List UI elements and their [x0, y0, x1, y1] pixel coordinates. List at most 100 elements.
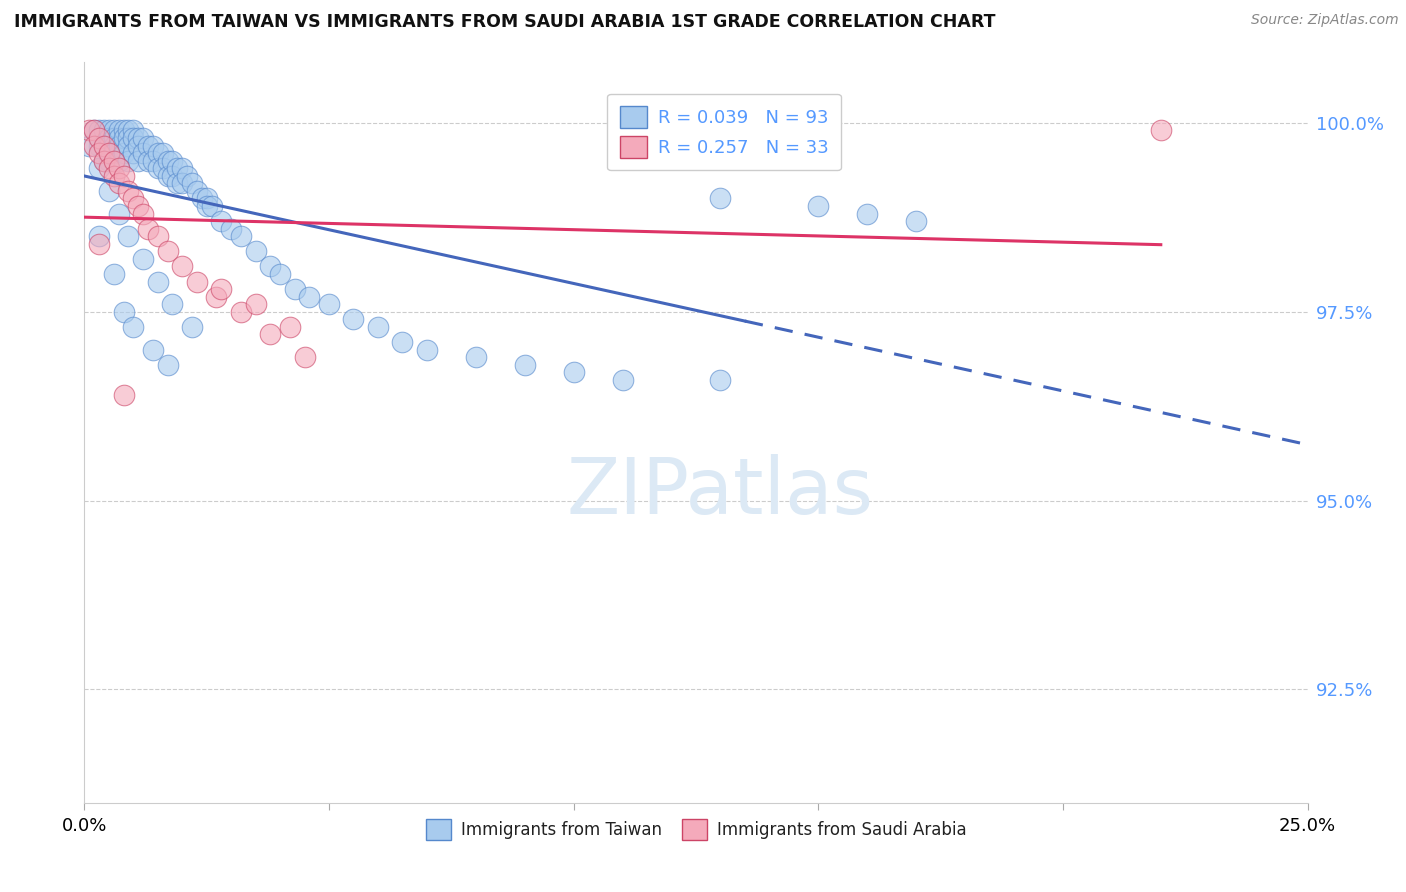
Point [172, 161, 194, 176]
Point [117, 123, 139, 137]
Point [77, 123, 100, 137]
Point [186, 275, 208, 289]
Point [162, 153, 184, 168]
Point [127, 131, 149, 145]
Point [136, 153, 159, 168]
Point [259, 327, 281, 342]
Point [127, 199, 149, 213]
Point [245, 244, 267, 259]
Point [107, 153, 129, 168]
Point [146, 275, 169, 289]
Point [195, 199, 218, 213]
Point [103, 267, 125, 281]
Legend: Immigrants from Taiwan, Immigrants from Saudi Arabia: Immigrants from Taiwan, Immigrants from … [419, 813, 973, 847]
Point [416, 343, 439, 357]
Text: Source: ZipAtlas.com: Source: ZipAtlas.com [1251, 13, 1399, 28]
Point [162, 169, 184, 183]
Point [97, 138, 120, 153]
Point [205, 290, 228, 304]
Point [87, 161, 110, 176]
Point [142, 343, 165, 357]
Point [83, 123, 105, 137]
Point [112, 169, 135, 183]
Point [93, 138, 115, 153]
Point [122, 123, 145, 137]
Text: ZIPatlas: ZIPatlas [567, 454, 875, 530]
Point [209, 214, 232, 228]
Point [112, 146, 135, 161]
Point [318, 297, 340, 311]
Point [278, 319, 301, 334]
Point [142, 138, 165, 153]
Point [269, 267, 291, 281]
Point [97, 146, 120, 161]
Point [107, 123, 129, 137]
Point [142, 153, 165, 168]
Point [93, 153, 115, 168]
Point [127, 153, 149, 168]
Point [709, 373, 731, 387]
Point [122, 131, 145, 145]
Point [513, 358, 536, 372]
Point [284, 282, 307, 296]
Point [152, 146, 174, 161]
Point [107, 161, 129, 176]
Point [1150, 123, 1173, 137]
Point [209, 282, 232, 296]
Point [245, 297, 267, 311]
Point [856, 206, 879, 220]
Point [127, 138, 149, 153]
Point [219, 221, 242, 235]
Point [146, 229, 169, 244]
Point [367, 319, 389, 334]
Point [103, 131, 125, 145]
Point [709, 191, 731, 205]
Point [112, 123, 135, 137]
Point [146, 161, 169, 176]
Point [122, 191, 145, 205]
Point [122, 146, 145, 161]
Point [107, 206, 129, 220]
Point [87, 236, 110, 251]
Point [83, 123, 105, 137]
Point [87, 123, 110, 137]
Point [259, 260, 281, 274]
Point [166, 161, 188, 176]
Point [117, 229, 139, 244]
Point [112, 131, 135, 145]
Point [97, 184, 120, 198]
Point [152, 161, 174, 176]
Point [181, 177, 204, 191]
Point [93, 138, 115, 153]
Point [156, 244, 179, 259]
Point [93, 123, 115, 137]
Point [229, 229, 252, 244]
Point [195, 191, 218, 205]
Point [112, 304, 135, 318]
Point [156, 169, 179, 183]
Point [136, 221, 159, 235]
Point [87, 146, 110, 161]
Point [298, 290, 321, 304]
Point [87, 131, 110, 145]
Point [122, 319, 145, 334]
Point [117, 184, 139, 198]
Point [132, 206, 155, 220]
Point [191, 191, 214, 205]
Point [103, 169, 125, 183]
Text: IMMIGRANTS FROM TAIWAN VS IMMIGRANTS FROM SAUDI ARABIA 1ST GRADE CORRELATION CHA: IMMIGRANTS FROM TAIWAN VS IMMIGRANTS FRO… [14, 13, 995, 31]
Point [103, 146, 125, 161]
Point [117, 138, 139, 153]
Point [87, 229, 110, 244]
Point [172, 177, 194, 191]
Point [136, 138, 159, 153]
Point [87, 138, 110, 153]
Point [132, 131, 155, 145]
Point [176, 169, 198, 183]
Point [107, 177, 129, 191]
Point [103, 123, 125, 137]
Point [186, 184, 208, 198]
Point [83, 138, 105, 153]
Point [132, 146, 155, 161]
Point [294, 350, 316, 364]
